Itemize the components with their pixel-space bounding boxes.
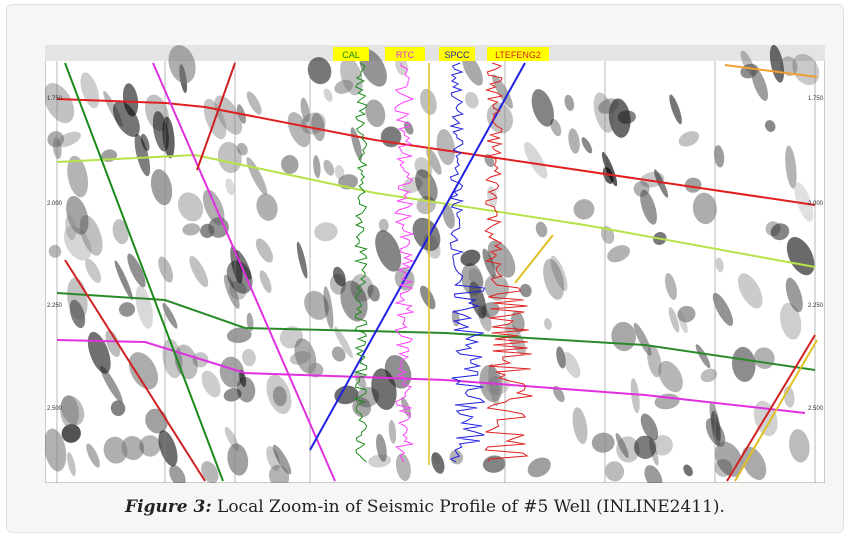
figure-panel: CAL RTC SPCC LTEFENG2 1.750 1.750 2.000 2.000 2.… [6, 4, 844, 533]
figure-label: Figure 3: [125, 497, 212, 517]
track-label: LTEFENG2 [495, 50, 541, 60]
top-ruler [45, 45, 825, 61]
time-label: 1.750 [47, 96, 63, 102]
time-label: 2.500 [47, 406, 63, 412]
figure-caption: Figure 3: Local Zoom-in of Seismic Profi… [7, 497, 843, 517]
time-label: 2.000 [808, 201, 824, 207]
track-label: CAL [342, 50, 360, 60]
seismic-figure: CAL RTC SPCC LTEFENG2 1.750 1.750 2.000 2.000 2.… [45, 45, 825, 483]
time-label: 2.500 [808, 406, 824, 412]
time-label: 1.750 [808, 96, 824, 102]
track-label: SPCC [444, 50, 470, 60]
caption-text: Local Zoom-in of Seismic Profile of #5 W… [217, 497, 725, 517]
track-label: RTC [396, 50, 415, 60]
time-label: 2.250 [47, 303, 63, 309]
time-label: 2.000 [47, 201, 63, 207]
time-label: 2.250 [808, 303, 824, 309]
